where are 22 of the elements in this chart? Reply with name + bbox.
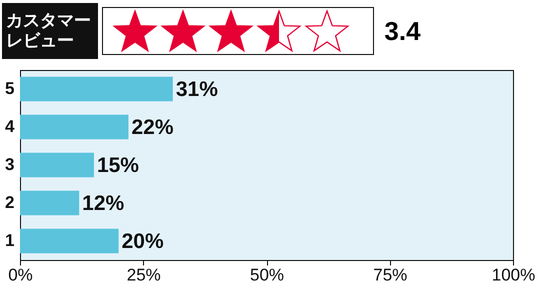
chart-title: カスタマーレビュー: [2, 3, 98, 59]
x-tick-label: 75%: [373, 266, 408, 284]
data-label: 22%: [131, 116, 174, 139]
x-tick-label: 0%: [8, 266, 33, 284]
y-tick-label: 2: [5, 193, 14, 212]
bar: [20, 76, 173, 102]
y-tick-label: 4: [5, 117, 16, 136]
y-tick-label: 5: [5, 79, 14, 98]
data-label: 12%: [82, 192, 125, 215]
bar: [20, 228, 119, 254]
y-tick-label: 1: [5, 231, 14, 250]
bar: [20, 114, 128, 140]
x-tick-label: 100%: [492, 266, 536, 284]
data-label: 20%: [122, 230, 164, 253]
x-tick-label: 25%: [126, 266, 161, 284]
bar: [20, 152, 94, 178]
data-label: 15%: [96, 154, 140, 177]
text: 3.4: [384, 16, 421, 46]
y-tick-label: 3: [5, 155, 14, 174]
x-tick-label: 50%: [250, 266, 284, 284]
data-label: 31%: [176, 78, 218, 101]
bar: [20, 190, 80, 216]
